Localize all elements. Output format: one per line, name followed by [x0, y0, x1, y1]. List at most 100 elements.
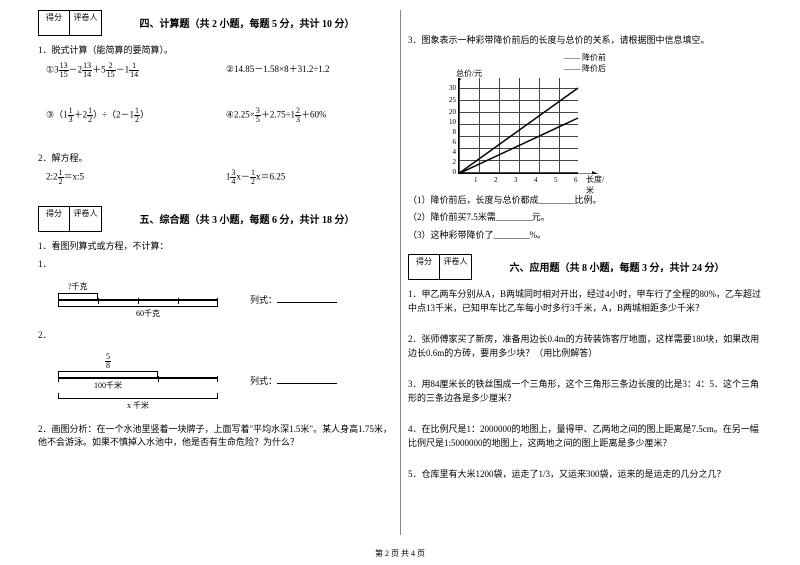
q4-2: 2．解方程。: [38, 152, 392, 166]
page-container: 得分 评卷人 四、计算题（共 2 小题，每题 5 分，共计 10 分） 1．脱式…: [0, 0, 800, 565]
d1-bot-label: 60千克: [58, 308, 238, 319]
score-cell-grader: 评卷人: [70, 206, 102, 232]
left-column: 得分 评卷人 四、计算题（共 2 小题，每题 5 分，共计 10 分） 1．脱式…: [30, 10, 400, 545]
q5-2-num: 2．: [38, 329, 392, 343]
score-cell-score: 得分: [38, 206, 70, 232]
txt: 2:2: [46, 172, 58, 182]
txt: ③（1: [46, 109, 68, 119]
x-tick: 6: [574, 176, 578, 184]
txt: x－: [236, 172, 250, 182]
lieshi1: 列式：: [250, 293, 337, 306]
score-box: 得分 评卷人: [38, 206, 102, 232]
q-r3-1: （1）降价前后，长度与总价都成________比例。: [408, 194, 762, 208]
txt: ①3: [46, 64, 59, 74]
q6-4: 4．在比例尺是1：2000000的地图上，量得甲、乙两地之间的图上距离是7.5c…: [408, 423, 762, 450]
q6-1: 1．甲乙两车分别从A，B两城同时相对开出，经过4小时，甲车行了全程的80%，乙车…: [408, 288, 762, 315]
q6-3: 3．用84厘米长的铁丝围成一个三角形，这个三角形三条边长度的比是3：4：5．这个…: [408, 378, 762, 405]
q6-5: 5．仓库里有大米1200袋，运走了1/3，又运来300袋，运来的是运走的几分之几…: [408, 468, 762, 482]
diagram2: 58 100千米 x 千米: [58, 353, 238, 411]
score-box: 得分 评卷人: [38, 10, 102, 36]
score-cell-grader: 评卷人: [70, 10, 102, 36]
y-tick: 30: [446, 84, 456, 92]
chart-lines-icon: [458, 78, 598, 174]
frac: 114: [129, 62, 139, 79]
score-cell-score: 得分: [38, 10, 70, 36]
q-r3-3: （3）这种彩带降价了________%。: [408, 229, 762, 243]
q6-2: 2．张师傅家买了新房，准备用边长0.4m的方砖装饰客厅地面，这样需要180块，如…: [408, 333, 762, 360]
lieshi-label: 列式：: [250, 295, 277, 305]
price-chart: 总价/元 0 2 4 6 8 10 20 25 30 1 2 3 4 5: [438, 78, 608, 188]
txt: ④2.25×: [226, 109, 255, 119]
q4-1-row1: ①31315－21314＋5215－1114 ②14.85－1.58×8＋31.…: [38, 62, 392, 79]
txt: ＋2: [74, 109, 88, 119]
y-tick: 2: [446, 158, 456, 166]
d2-bot-label: x 千米: [58, 400, 218, 411]
txt: ）÷（2－1: [93, 109, 134, 119]
page-footer: 第 2 页 共 4 页: [0, 548, 800, 559]
section6-header: 得分 评卷人 六、应用题（共 8 小题，每题 3 分，共计 24 分）: [408, 254, 762, 284]
q-r3-2: （2）降价前买7.5米需________元。: [408, 211, 762, 225]
blank-line: [277, 374, 337, 384]
y-tick: 8: [446, 128, 456, 136]
d2-mid-label: 100千米: [58, 380, 158, 391]
frac: 58: [105, 353, 111, 370]
q4-1d: ④2.25×35＋2.75÷123＋60%: [226, 107, 392, 124]
q4-2b: 134x－12x＝6.25: [226, 169, 392, 186]
txt: ＋2.75÷1: [261, 109, 295, 119]
x-tick: 1: [474, 176, 478, 184]
diagram1: ?千克 60千克: [58, 281, 238, 319]
section5-header: 得分 评卷人 五、综合题（共 3 小题，每题 6 分，共计 18 分）: [38, 206, 392, 236]
score-cell-score: 得分: [408, 254, 440, 280]
section4-header: 得分 评卷人 四、计算题（共 2 小题，每题 5 分，共计 10 分）: [38, 10, 392, 40]
frac: 1315: [59, 62, 69, 79]
diagram2-row: 58 100千米 x 千米 列式：: [38, 347, 392, 415]
lieshi-label: 列式：: [250, 376, 277, 386]
q4-2a: 2:212＝x:5: [46, 169, 212, 186]
bracket-icon: [58, 301, 218, 307]
segment-line: [58, 377, 218, 379]
right-column: 3．图象表示一种彩带降价前后的长度与总价的关系，请根据图中信息填空。 —— 降价…: [400, 10, 770, 545]
y-tick: 6: [446, 138, 456, 146]
score-box: 得分 评卷人: [408, 254, 472, 280]
x-axis-title: 长度/米: [586, 174, 608, 196]
y-tick: 25: [446, 96, 456, 104]
blank-line: [277, 293, 337, 303]
score-cell-grader: 评卷人: [440, 254, 472, 280]
q5-1: 1．看图列算式或方程，不计算：: [38, 240, 392, 254]
section6-title: 六、应用题（共 8 小题，每题 3 分，共计 24 分）: [472, 259, 762, 274]
q4-1-row2: ③（113＋212）÷（2－112） ④2.25×35＋2.75÷123＋60%: [38, 107, 392, 124]
x-tick: 4: [534, 176, 538, 184]
q-r3: 3．图象表示一种彩带降价前后的长度与总价的关系，请根据图中信息填空。: [408, 34, 762, 48]
d1-top-label: ?千克: [58, 281, 238, 292]
bracket-icon: [58, 393, 218, 399]
q5-1-num: 1．: [38, 258, 392, 272]
q5-2: 2．画图分析：在一个水池里竖着一块牌子，上面写着"平均水深1.5米"。某人身高1…: [38, 423, 392, 450]
diagram1-row: ?千克 60千克 列式：: [38, 275, 392, 323]
txt: x＝6.25: [256, 172, 285, 182]
q4-1: 1．脱式计算（能简算的要简算）。: [38, 44, 392, 58]
y-tick: 0: [446, 168, 456, 176]
txt: ＋5: [92, 64, 106, 74]
lieshi2: 列式：: [250, 374, 337, 387]
q4-1b: ②14.85－1.58×8＋31.2÷1.2: [226, 62, 392, 79]
x-tick: 3: [514, 176, 518, 184]
y-tick: 4: [446, 148, 456, 156]
y-tick: 10: [446, 118, 456, 126]
section4-title: 四、计算题（共 2 小题，每题 5 分，共计 10 分）: [102, 15, 392, 30]
txt: ＋60%: [301, 109, 327, 119]
q4-2-row: 2:212＝x:5 134x－12x＝6.25: [38, 169, 392, 186]
frac: 1314: [82, 62, 92, 79]
txt: ）: [140, 109, 149, 119]
frac: 215: [106, 62, 116, 79]
txt: －1: [116, 64, 130, 74]
legend-after: —— 降价后: [564, 64, 606, 73]
legend-before: —— 降价前: [564, 53, 606, 62]
x-tick: 2: [494, 176, 498, 184]
txt: －2: [69, 64, 83, 74]
x-tick: 5: [554, 176, 558, 184]
q4-1c: ③（113＋212）÷（2－112）: [46, 107, 212, 124]
section5-title: 五、综合题（共 3 小题，每题 6 分，共计 18 分）: [102, 211, 392, 226]
txt: ＝x:5: [64, 172, 85, 182]
y-tick: 20: [446, 108, 456, 116]
q4-1a: ①31315－21314＋5215－1114: [46, 62, 212, 79]
